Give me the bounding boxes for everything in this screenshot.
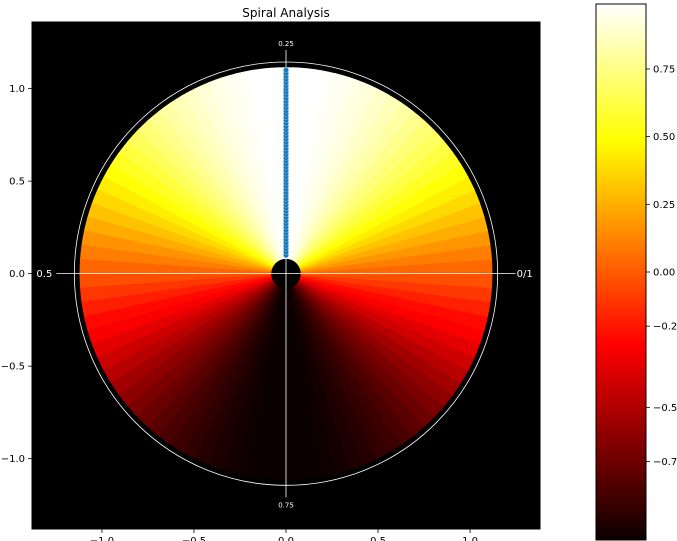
y-axis: 1.0 0.5 0.0 −0.5 −1.0 — [1, 84, 32, 465]
x-tick-label: 0.5 — [370, 536, 386, 541]
phase-label: 0.75 — [278, 501, 294, 509]
y-tick-label: 0.5 — [9, 177, 25, 188]
phase-label: 0/1 — [517, 269, 533, 280]
disk-wedges — [79, 67, 493, 481]
plot-area: 0/1 0.25 0.5 0.75 −1.0 −0.5 0.0 0.5 1.0 1.0 0.5 0… — [1, 21, 541, 541]
colorbar-tick-label: 0.00 — [653, 268, 675, 279]
x-axis: −1.0 −0.5 0.0 0.5 1.0 — [90, 529, 478, 541]
disk-wedge — [300, 272, 493, 289]
colorbar-tick-label: −0.7 — [653, 457, 677, 468]
colorbar-tick-label: 0.25 — [653, 200, 675, 211]
scatter-point — [283, 67, 289, 73]
y-tick-label: 0.0 — [9, 269, 25, 280]
y-tick-label: 1.0 — [9, 84, 25, 95]
colorbar-tick-label: −0.2 — [653, 322, 677, 333]
x-tick-label: −1.0 — [90, 536, 114, 541]
scatter-series — [283, 67, 289, 258]
colorbar-tick-label: 0.50 — [653, 132, 675, 143]
x-tick-label: 0.0 — [278, 536, 294, 541]
x-tick-label: 1.0 — [462, 536, 478, 541]
phase-label: 0.25 — [278, 40, 294, 48]
colorbar: 0.75 0.50 0.25 0.00 −0.2 −0.5 −0.7 — [595, 3, 677, 541]
chart-title: Spiral Analysis — [242, 6, 329, 20]
colorbar-tick-label: 0.75 — [653, 64, 675, 75]
y-tick-label: −1.0 — [1, 454, 25, 465]
phase-label: 0.5 — [36, 269, 52, 280]
y-tick-label: −0.5 — [1, 362, 25, 373]
colorbar-tick-label: −0.5 — [653, 403, 677, 414]
x-tick-label: −0.5 — [182, 536, 206, 541]
colorbar-gradient — [595, 3, 647, 541]
